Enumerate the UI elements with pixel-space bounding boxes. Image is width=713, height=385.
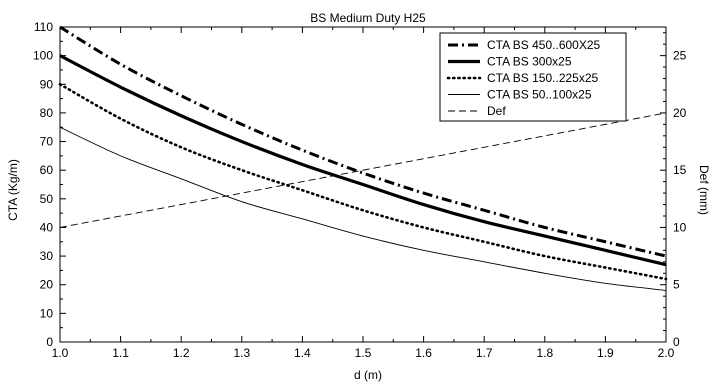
x-axis-title: d (m) [354,368,382,382]
legend-label-4: CTA BS 50..100x25 [487,88,592,102]
y2-tick-label: 5 [673,278,680,292]
y2-tick-label: 20 [673,106,687,120]
x-tick-label: 1.3 [233,346,250,360]
y-tick-label: 70 [40,135,54,149]
series-line-3 [58,82,668,281]
y-tick-label: 0 [46,335,53,349]
x-tick-label: 1.0 [52,346,69,360]
y-tick-label: 100 [33,49,53,63]
y-tick-label: 20 [40,278,54,292]
legend-label-1: CTA BS 450..600X25 [487,38,601,52]
legend-label-5: Def [487,104,506,118]
x-tick-label: 1.6 [415,346,432,360]
y2-tick-label: 15 [673,163,687,177]
series-line-5 [59,112,667,228]
y-tick-label: 10 [40,306,54,320]
y-tick-label: 50 [40,192,54,206]
x-tick-label: 2.0 [658,346,675,360]
y2-axis-title: Def (mm) [697,165,711,215]
series-line-2 [59,54,667,267]
x-tick-label: 1.2 [173,346,190,360]
x-tick-label: 1.7 [476,346,493,360]
y-tick-label: 80 [40,106,54,120]
y2-tick-label: 10 [673,220,687,234]
y-axis-title: CTA (Kg/m) [6,159,20,221]
plot-area: 1.0 1.1 1.2 1.3 1.4 1.5 1.6 1.7 1.8 1.9 2.00102030… [33,20,687,360]
x-tick-label: 1.1 [112,346,129,360]
series-line-1 [59,25,667,258]
y-tick-label: 30 [40,249,54,263]
legend-label-2: CTA BS 300x25 [487,55,572,69]
legend-box [439,32,627,122]
legend-label-3: CTA BS 150..225x25 [487,71,599,85]
y-tick-label: 110 [34,20,53,34]
y2-tick-label: 25 [673,49,687,63]
chart-title: BS Medium Duty H25 [310,11,426,25]
x-tick-label: 1.5 [355,346,372,360]
x-tick-label: 1.8 [536,346,553,360]
y2-tick-label: 0 [673,335,680,349]
x-tick-label: 1.4 [294,346,311,360]
y-tick-label: 40 [40,220,54,234]
x-tick-label: 1.9 [597,346,614,360]
y-tick-label: 60 [40,163,54,177]
y-tick-label: 90 [40,77,54,91]
series-line-4 [59,126,667,291]
